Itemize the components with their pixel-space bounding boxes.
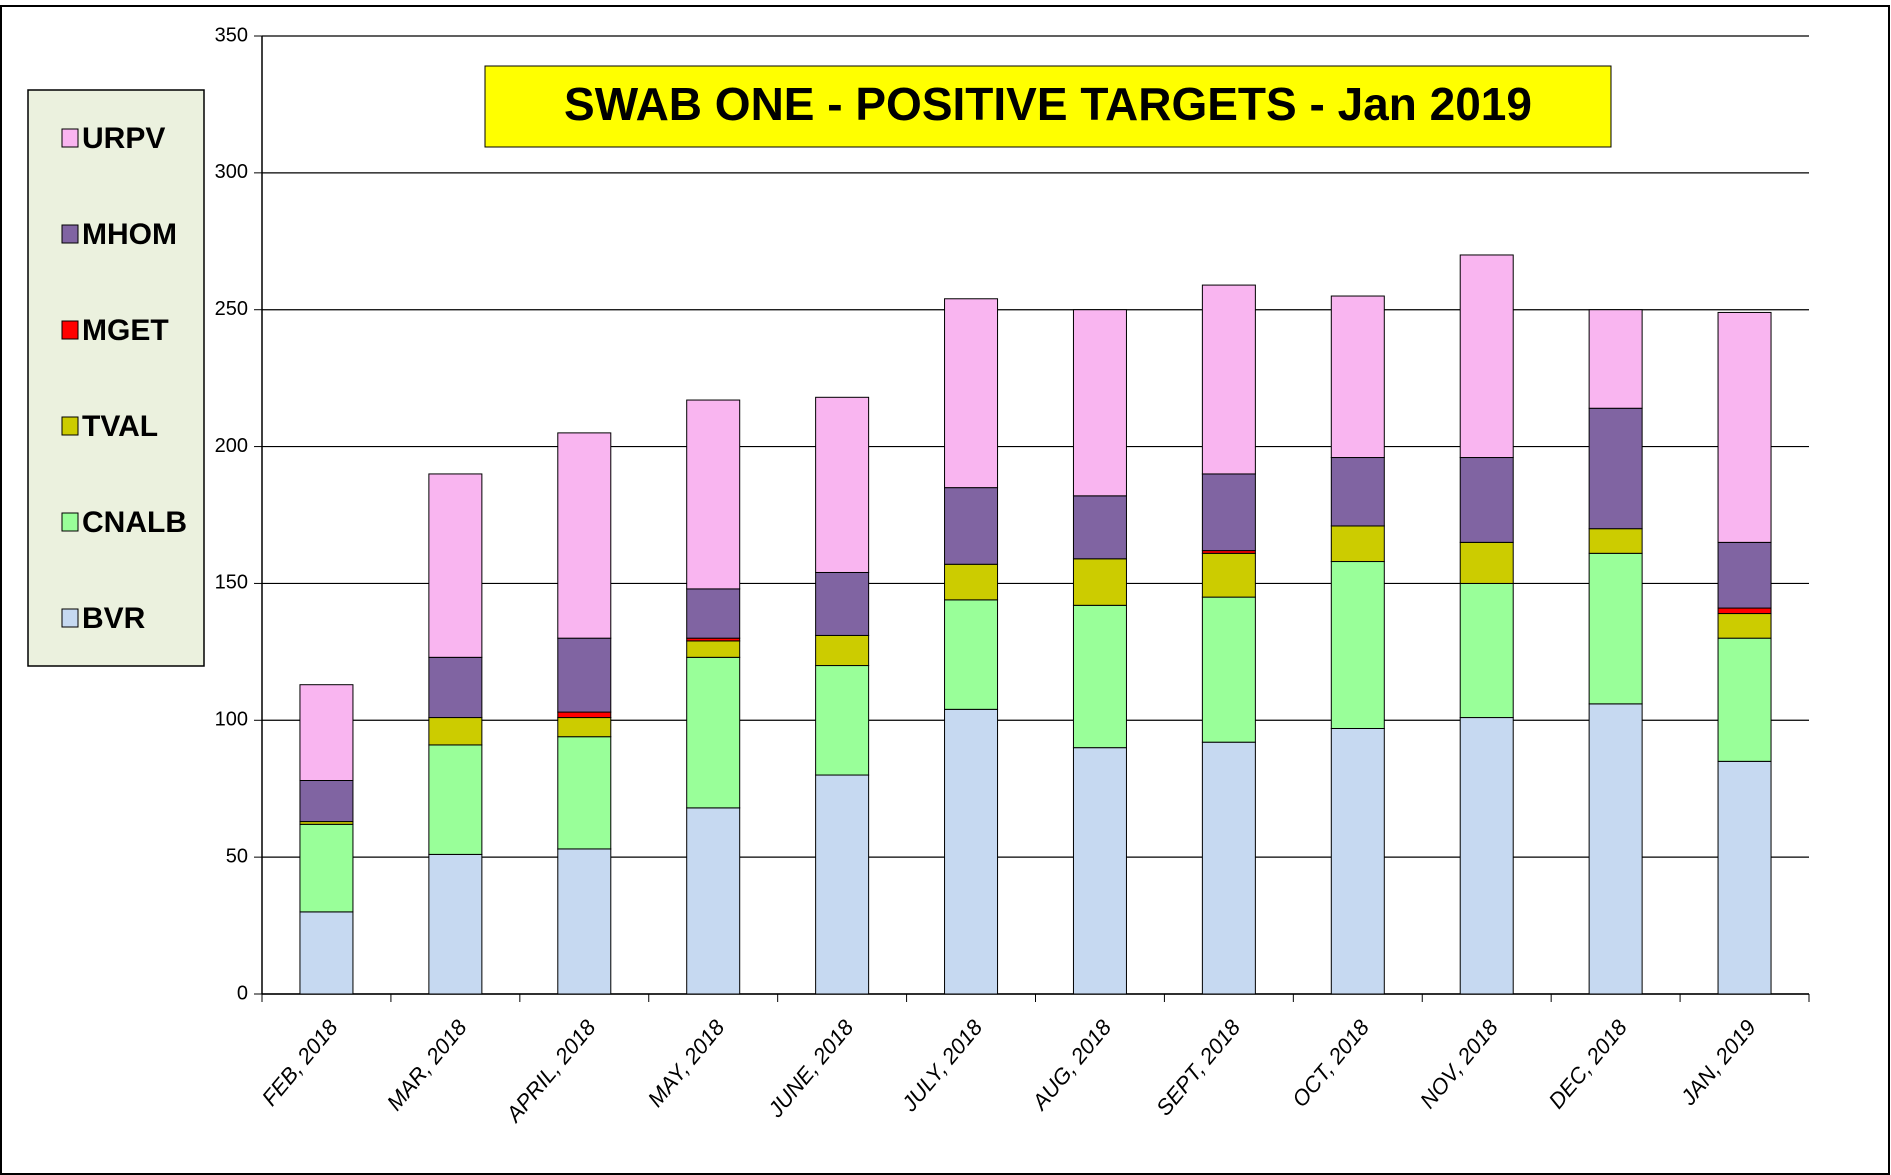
- y-tick-label: 0: [237, 982, 248, 1004]
- bar-segment: [686, 640, 741, 658]
- bar-segment: [1201, 284, 1256, 475]
- legend-swatch: [61, 608, 79, 628]
- bar-segment: [1717, 607, 1772, 615]
- bar-segment: [686, 656, 741, 809]
- bar-segment: [299, 911, 354, 995]
- bar-segment: [1072, 309, 1127, 497]
- bar-segment: [1459, 717, 1514, 995]
- bar-segment: [1588, 309, 1643, 409]
- bar-segment: [1201, 473, 1256, 552]
- legend-swatch: [61, 320, 79, 340]
- bar-segment: [1330, 295, 1385, 459]
- legend-swatch: [61, 512, 79, 532]
- bar-segment: [1717, 637, 1772, 762]
- bar-segment: [686, 588, 741, 639]
- bar-segment: [557, 711, 612, 719]
- y-tick-label: 150: [215, 572, 248, 594]
- bar-segment: [1330, 727, 1385, 995]
- legend-swatch: [61, 128, 79, 148]
- legend: BVR CNALB TVAL MGET MHOM URPV: [61, 122, 187, 635]
- bar-segment: [557, 848, 612, 995]
- bar-segment: [815, 634, 870, 667]
- bar-segment: [944, 563, 999, 601]
- bar-segment: [299, 780, 354, 823]
- bar-segment: [944, 487, 999, 565]
- bar-segment: [299, 684, 354, 782]
- legend-label: TVAL: [82, 410, 158, 443]
- legend-label: CNALB: [82, 506, 187, 539]
- bar-segment: [557, 736, 612, 850]
- bar-segment: [944, 298, 999, 489]
- bar-segment: [1201, 596, 1256, 743]
- bar-segment: [1459, 254, 1514, 459]
- bar-segment: [1330, 561, 1385, 729]
- bar-segment: [1072, 604, 1127, 749]
- bar-segment: [1717, 311, 1772, 543]
- legend-label: URPV: [82, 122, 165, 155]
- y-tick-label: 100: [215, 709, 248, 731]
- bar-segment: [1588, 552, 1643, 705]
- bar-segment: [428, 717, 483, 746]
- bar-segment: [1588, 528, 1643, 554]
- y-tick-label: 50: [226, 845, 248, 867]
- bar-segment: [1201, 552, 1256, 598]
- bar-segment: [428, 473, 483, 658]
- bar-segment: [1588, 407, 1643, 530]
- bar-segment: [1459, 582, 1514, 719]
- legend-swatch: [61, 224, 79, 244]
- y-tick-label: 350: [215, 24, 248, 46]
- bar-segment: [944, 708, 999, 995]
- y-tick-label: 250: [215, 298, 248, 320]
- bar-segment: [1330, 525, 1385, 563]
- bar-segment: [1588, 703, 1643, 995]
- bar-segment: [815, 571, 870, 636]
- chart-title: SWAB ONE - POSITIVE TARGETS - Jan 2019: [564, 78, 1532, 130]
- bar-segment: [1459, 457, 1514, 543]
- bar-segment: [686, 807, 741, 995]
- bar-segment: [1717, 613, 1772, 639]
- title-box: [484, 65, 1612, 148]
- bar-segment: [557, 637, 612, 713]
- legend-box: [27, 89, 205, 667]
- bar-segment: [686, 399, 741, 590]
- bar-segment: [557, 432, 612, 639]
- bar-segment: [428, 656, 483, 719]
- legend-label: MHOM: [82, 218, 177, 251]
- bar-segment: [428, 853, 483, 995]
- y-tick-label: 300: [215, 161, 248, 183]
- bar-segment: [815, 665, 870, 776]
- legend-label: MGET: [82, 314, 169, 347]
- bar-segment: [1330, 457, 1385, 527]
- legend-label: BVR: [82, 602, 146, 635]
- bar-segment: [1717, 541, 1772, 609]
- bar-segment: [944, 599, 999, 710]
- bar-segment: [1072, 747, 1127, 995]
- legend-swatch: [61, 416, 79, 436]
- bar-segment: [299, 823, 354, 913]
- bar-segment: [428, 744, 483, 855]
- bar-segment: [1201, 741, 1256, 995]
- bar-segment: [557, 717, 612, 738]
- bar-segment: [1717, 760, 1772, 995]
- bar-segment: [1072, 495, 1127, 560]
- y-tick-label: 200: [215, 435, 248, 457]
- bar-segment: [815, 774, 870, 995]
- bar-segment: [1072, 558, 1127, 606]
- bar-segment: [815, 396, 870, 573]
- bar-segment: [1459, 541, 1514, 584]
